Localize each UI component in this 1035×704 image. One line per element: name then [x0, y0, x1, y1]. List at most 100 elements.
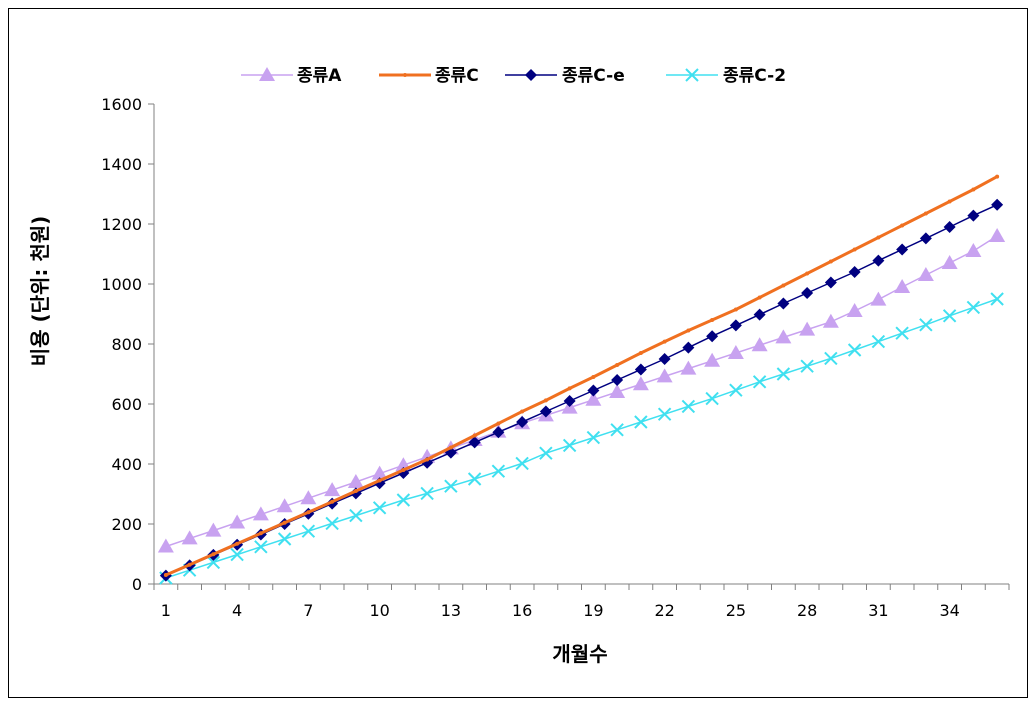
data-point [347, 474, 364, 488]
data-point [211, 552, 216, 557]
data-point [520, 409, 525, 414]
data-point [876, 235, 881, 240]
data-point [752, 375, 767, 389]
legend-marker [403, 73, 407, 77]
series-종류C-e [159, 198, 1004, 582]
data-point [967, 209, 980, 222]
series-line [165, 175, 998, 577]
data-point [491, 464, 506, 478]
data-point [586, 430, 601, 445]
legend-marker [685, 68, 699, 82]
data-point [846, 303, 863, 317]
x-tick-label: 13 [441, 601, 461, 620]
data-point [775, 329, 792, 344]
x-tick-label: 7 [303, 601, 313, 620]
data-point [515, 456, 529, 471]
data-point [353, 489, 358, 493]
data-point [704, 352, 721, 367]
data-point [591, 375, 596, 379]
x-tick-label: 34 [939, 601, 959, 620]
data-point [658, 353, 671, 365]
data-point [710, 318, 715, 322]
y-tick-label: 1600 [101, 95, 142, 114]
data-point [847, 343, 862, 357]
legend: 종류A 종류C 종류C-e 종류C-2 [241, 66, 786, 86]
data-point [941, 255, 958, 269]
line-chart: 종류A 종류C 종류C-e 종류C-2 02004006008001000120014… [28, 66, 1010, 666]
data-point [235, 541, 240, 546]
data-point [252, 506, 269, 521]
data-point [230, 547, 244, 562]
data-point [706, 330, 719, 343]
data-point [966, 300, 981, 315]
series-line [165, 298, 998, 579]
data-point [870, 291, 887, 306]
x-tick-label: 19 [583, 601, 603, 620]
x-tick-label: 16 [512, 601, 532, 620]
x-tick-label: 25 [726, 601, 746, 620]
data-point [729, 319, 742, 332]
data-point [563, 395, 576, 407]
data-point [942, 309, 957, 323]
data-point [638, 351, 643, 355]
data-point [824, 276, 837, 289]
data-point [585, 391, 602, 406]
data-point [753, 308, 766, 321]
data-point [420, 486, 434, 501]
series-종류C-2 [159, 292, 1004, 585]
data-point [965, 243, 982, 257]
data-point [325, 516, 339, 531]
data-point [781, 283, 786, 288]
y-tick-label: 0 [132, 575, 142, 594]
data-point [919, 318, 933, 332]
data-point [776, 367, 791, 381]
data-point [799, 321, 816, 336]
data-point [896, 243, 909, 256]
data-point [971, 187, 976, 192]
data-point [543, 398, 548, 403]
legend-label: 종류C-e [562, 66, 625, 86]
y-axis-title: 비용 (단위: 천원) [28, 216, 52, 367]
data-point [751, 337, 768, 352]
data-point [995, 174, 1000, 179]
chart-frame: 종류A 종류C 종류C-e 종류C-2 0 200 400 600 800 1000 1200 14… [8, 8, 1028, 698]
data-point [610, 423, 624, 437]
y-tick-label: 600 [111, 395, 142, 414]
data-point [705, 391, 719, 406]
data-point [401, 468, 406, 472]
y-tick-label: 1400 [101, 155, 142, 174]
data-point [539, 405, 552, 418]
legend-label: 종류C-2 [723, 66, 786, 86]
data-point [943, 221, 956, 233]
data-point [467, 472, 482, 486]
x-axis-title: 개월수 [552, 642, 607, 666]
data-point [468, 436, 481, 449]
data-point [516, 416, 529, 428]
data-point [425, 457, 430, 462]
data-point [396, 493, 411, 507]
y-tick-label: 800 [111, 335, 142, 354]
data-point [306, 510, 311, 515]
data-point [828, 259, 833, 264]
data-point [539, 446, 553, 460]
data-point [587, 384, 600, 397]
data-point [682, 341, 695, 354]
legend-marker [259, 67, 275, 81]
data-point [680, 360, 697, 375]
data-point [615, 363, 620, 367]
data-point [562, 438, 577, 453]
data-point [801, 287, 814, 299]
data-point [894, 279, 911, 293]
data-point [656, 368, 673, 383]
y-tick-label: 1000 [101, 275, 142, 294]
data-point [822, 313, 839, 328]
legend-item: 종류C-2 [666, 66, 786, 86]
x-tick-label: 10 [369, 601, 389, 620]
data-point [733, 307, 738, 312]
data-point [727, 345, 744, 359]
data-point [181, 530, 198, 545]
data-point [444, 479, 458, 493]
data-point [923, 211, 928, 216]
plot-area [157, 174, 1006, 585]
data-point [372, 501, 387, 515]
